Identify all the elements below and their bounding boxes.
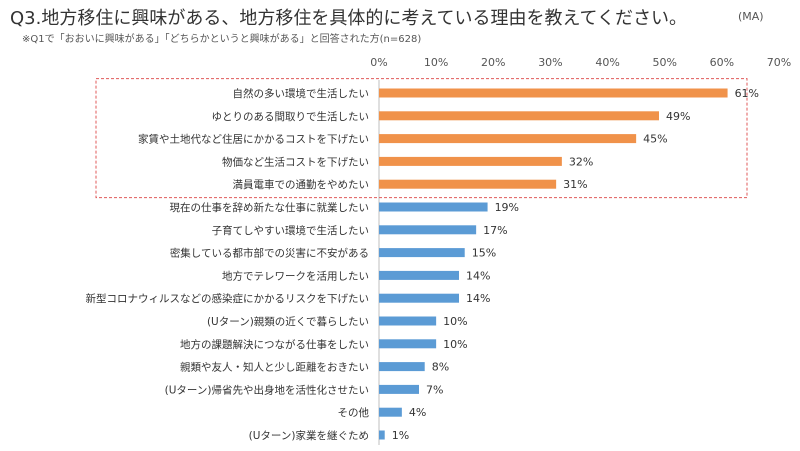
bar: [379, 88, 728, 98]
bar: [379, 202, 488, 212]
data-label: 61%: [735, 87, 759, 100]
highlight-frame: [95, 78, 748, 199]
bar: [379, 248, 465, 258]
data-label: 4%: [409, 406, 426, 419]
data-label: 10%: [443, 315, 467, 328]
x-tick-label: 70%: [767, 56, 791, 69]
category-label: 満員電車での通勤をやめたい: [233, 178, 370, 191]
bar: [379, 270, 459, 280]
bar: [379, 225, 477, 235]
x-tick-label: 0%: [370, 56, 387, 69]
category-label: 自然の多い環境で生活したい: [233, 87, 370, 100]
bar: [379, 384, 419, 394]
category-label: (Uターン)家業を継ぐため: [249, 429, 369, 442]
bar: [379, 430, 385, 440]
data-label: 49%: [666, 110, 690, 123]
category-label: (Uターン)親類の近くで暮らしたい: [207, 315, 369, 328]
bar: [379, 339, 437, 349]
data-label: 10%: [443, 338, 467, 351]
bar: [379, 407, 402, 417]
answer-type-label: (MA): [738, 10, 764, 23]
category-label: 子育てしやすい環境で生活したい: [212, 224, 369, 237]
category-label: 親類や友人・知人と少し距離をおきたい: [180, 361, 369, 374]
data-label: 15%: [472, 247, 496, 260]
category-label: 地方でテレワークを活用したい: [222, 269, 369, 282]
data-label: 17%: [483, 224, 507, 237]
data-label: 19%: [495, 201, 519, 214]
data-label: 31%: [563, 178, 587, 191]
bar: [379, 293, 459, 303]
bar: [379, 134, 637, 144]
x-tick-label: 60%: [710, 56, 734, 69]
bar: [379, 179, 557, 189]
bar: [379, 362, 425, 372]
sample-note: ※Q1で「おおいに興味がある」「どちらかというと興味がある」と回答された方(n=…: [22, 34, 422, 45]
category-label: 新型コロナウィルスなどの感染症にかかるリスクを下げたい: [86, 292, 370, 305]
x-tick-label: 10%: [424, 56, 448, 69]
data-label: 32%: [569, 155, 593, 168]
category-label: ゆとりのある間取りで生活したい: [212, 110, 370, 123]
data-label: 14%: [466, 292, 490, 305]
category-label: その他: [338, 406, 370, 419]
x-tick-label: 50%: [652, 56, 676, 69]
category-label: 地方の課題解決につながる仕事をしたい: [180, 338, 369, 351]
data-label: 14%: [466, 269, 490, 282]
x-tick-label: 20%: [481, 56, 505, 69]
category-label: 現在の仕事を辞め新たな仕事に就業したい: [170, 201, 370, 214]
chart-title: Q3.地方移住に興味がある、地方移住を具体的に考えている理由を教えてください。: [10, 8, 687, 29]
x-tick-label: 40%: [595, 56, 619, 69]
category-label: 物価など生活コストを下げたい: [222, 155, 369, 168]
bar: [379, 111, 659, 121]
data-label: 45%: [643, 133, 667, 146]
data-label: 7%: [426, 383, 443, 396]
bar: [379, 316, 437, 326]
category-label: (Uターン)帰省先や出身地を活性化させたい: [165, 383, 369, 396]
data-label: 8%: [432, 361, 449, 374]
category-label: 密集している都市部での災害に不安がある: [170, 247, 369, 260]
x-tick-label: 30%: [538, 56, 562, 69]
data-label: 1%: [392, 429, 409, 442]
category-label: 家賃や土地代など住居にかかるコストを下げたい: [138, 133, 369, 146]
bar: [379, 156, 562, 166]
